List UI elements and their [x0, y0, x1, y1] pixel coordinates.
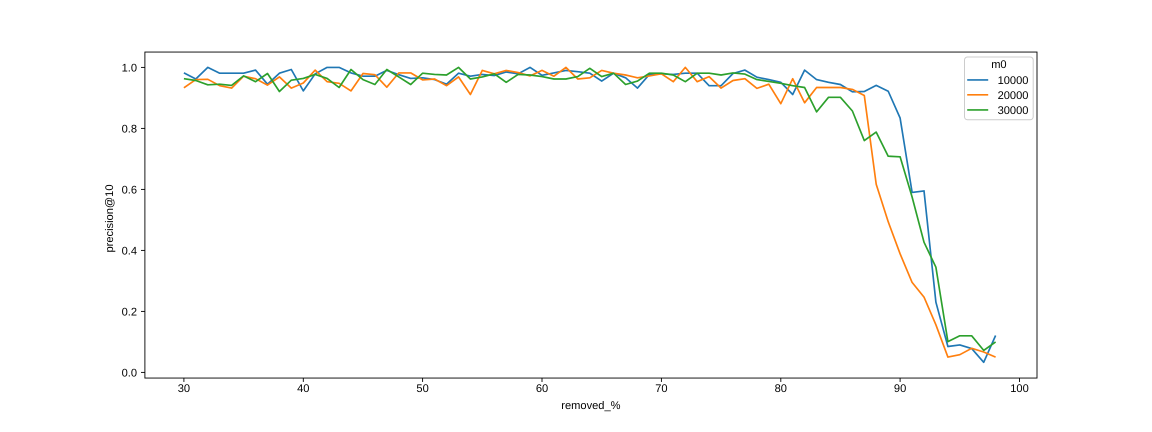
svg-text:precision@10: precision@10 — [104, 185, 116, 253]
svg-text:30000: 30000 — [998, 105, 1029, 117]
svg-text:0.2: 0.2 — [122, 306, 137, 318]
svg-text:80: 80 — [775, 383, 787, 395]
svg-text:70: 70 — [655, 383, 667, 395]
svg-text:m0: m0 — [991, 59, 1006, 71]
svg-text:100: 100 — [1010, 383, 1029, 395]
svg-text:0.0: 0.0 — [122, 367, 137, 379]
svg-text:0.8: 0.8 — [122, 123, 137, 135]
svg-text:40: 40 — [297, 383, 309, 395]
svg-text:removed_%: removed_% — [561, 400, 620, 412]
svg-text:90: 90 — [894, 383, 906, 395]
svg-text:1.0: 1.0 — [122, 62, 137, 74]
svg-text:20000: 20000 — [998, 90, 1029, 102]
svg-text:50: 50 — [416, 383, 428, 395]
svg-text:10000: 10000 — [998, 75, 1029, 87]
svg-text:0.4: 0.4 — [122, 245, 137, 257]
svg-text:30: 30 — [178, 383, 190, 395]
svg-text:0.6: 0.6 — [122, 184, 137, 196]
svg-text:60: 60 — [536, 383, 548, 395]
